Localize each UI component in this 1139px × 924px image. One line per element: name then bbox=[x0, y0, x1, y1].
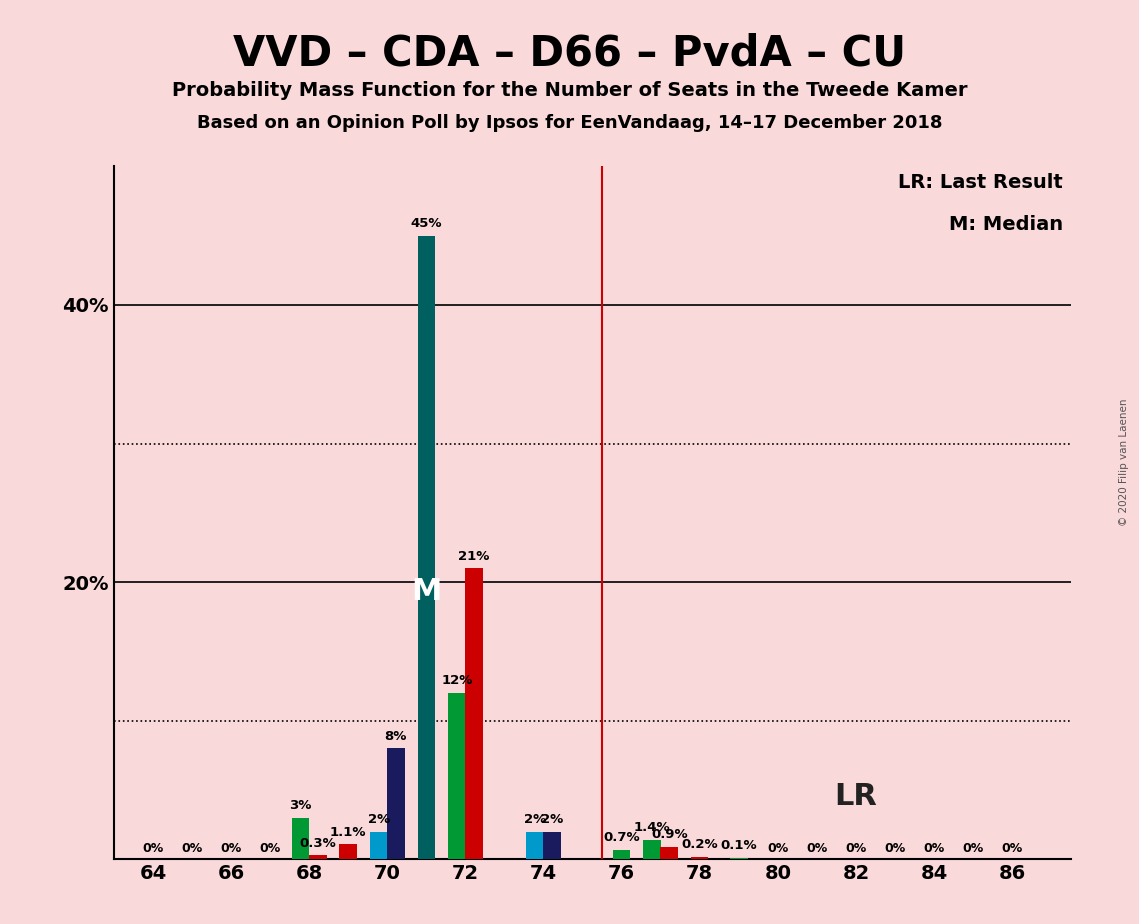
Text: 45%: 45% bbox=[410, 217, 442, 230]
Text: LR: LR bbox=[835, 783, 877, 811]
Text: LR: Last Result: LR: Last Result bbox=[898, 174, 1063, 192]
Text: 0%: 0% bbox=[181, 842, 203, 856]
Text: 0%: 0% bbox=[806, 842, 827, 856]
Bar bbox=[526, 832, 543, 859]
Bar bbox=[465, 568, 483, 859]
Text: 0%: 0% bbox=[768, 842, 788, 856]
Bar bbox=[370, 832, 387, 859]
Text: 0%: 0% bbox=[845, 842, 867, 856]
Bar bbox=[730, 857, 747, 859]
Text: 0%: 0% bbox=[924, 842, 944, 856]
Text: 2%: 2% bbox=[541, 813, 563, 826]
Text: 21%: 21% bbox=[458, 550, 490, 563]
Bar bbox=[292, 818, 310, 859]
Bar bbox=[309, 856, 327, 859]
Text: 0.7%: 0.7% bbox=[604, 831, 640, 845]
Text: 2%: 2% bbox=[368, 813, 390, 826]
Text: Probability Mass Function for the Number of Seats in the Tweede Kamer: Probability Mass Function for the Number… bbox=[172, 81, 967, 101]
Text: 0.9%: 0.9% bbox=[650, 828, 688, 841]
Bar bbox=[448, 693, 466, 859]
Text: Based on an Opinion Poll by Ipsos for EenVandaag, 14–17 December 2018: Based on an Opinion Poll by Ipsos for Ee… bbox=[197, 114, 942, 131]
Bar bbox=[543, 832, 560, 859]
Text: 0.2%: 0.2% bbox=[681, 838, 718, 851]
Text: M: Median: M: Median bbox=[949, 214, 1063, 234]
Text: 0%: 0% bbox=[962, 842, 984, 856]
Text: 8%: 8% bbox=[385, 730, 407, 743]
Bar bbox=[644, 840, 661, 859]
Text: VVD – CDA – D66 – PvdA – CU: VVD – CDA – D66 – PvdA – CU bbox=[233, 32, 906, 74]
Text: © 2020 Filip van Laenen: © 2020 Filip van Laenen bbox=[1120, 398, 1129, 526]
Text: 3%: 3% bbox=[289, 799, 312, 812]
Bar bbox=[418, 236, 435, 859]
Text: 0.1%: 0.1% bbox=[720, 839, 757, 852]
Text: 2%: 2% bbox=[524, 813, 546, 826]
Bar bbox=[661, 846, 678, 859]
Text: 0%: 0% bbox=[260, 842, 280, 856]
Text: 12%: 12% bbox=[441, 675, 473, 687]
Text: 0%: 0% bbox=[884, 842, 906, 856]
Bar bbox=[691, 857, 708, 859]
Bar bbox=[339, 845, 357, 859]
Text: 0%: 0% bbox=[1001, 842, 1023, 856]
Text: 0.3%: 0.3% bbox=[300, 836, 336, 850]
Bar bbox=[387, 748, 404, 859]
Text: 0%: 0% bbox=[221, 842, 241, 856]
Text: 1.1%: 1.1% bbox=[330, 825, 367, 839]
Text: M: M bbox=[411, 577, 442, 605]
Bar bbox=[613, 850, 630, 859]
Text: 1.4%: 1.4% bbox=[633, 821, 671, 834]
Text: 0%: 0% bbox=[142, 842, 164, 856]
